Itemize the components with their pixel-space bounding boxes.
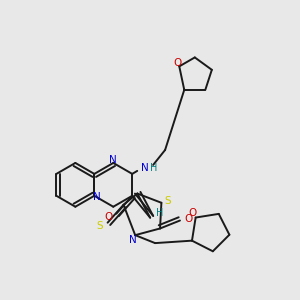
Text: H: H (156, 208, 164, 218)
Text: H: H (151, 163, 158, 173)
Text: O: O (104, 212, 112, 222)
Text: N: N (110, 155, 117, 165)
Text: N: N (129, 235, 137, 245)
Text: S: S (96, 221, 103, 231)
Text: N: N (141, 163, 149, 173)
Text: O: O (185, 214, 193, 224)
Text: N: N (93, 192, 101, 202)
Text: O: O (188, 208, 197, 218)
Text: S: S (164, 196, 171, 206)
Text: O: O (173, 58, 182, 68)
